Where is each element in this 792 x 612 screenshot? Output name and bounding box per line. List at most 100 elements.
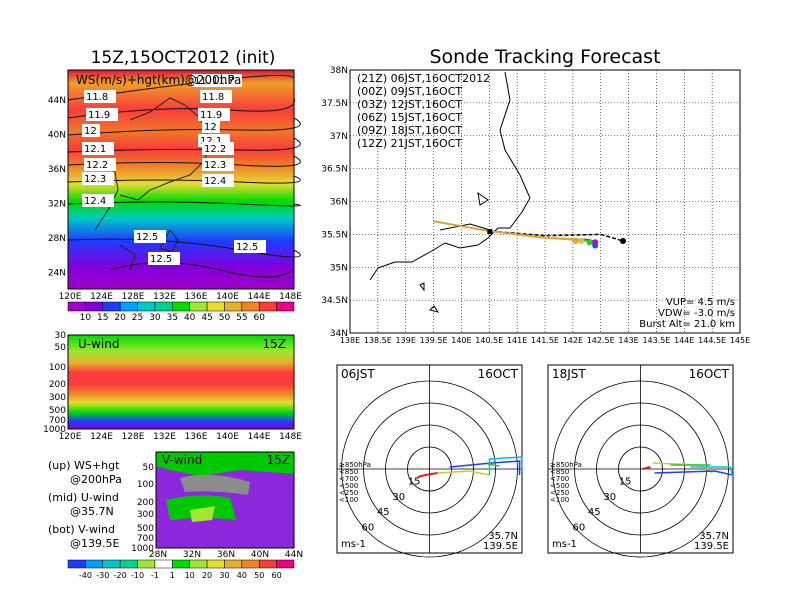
track-end-point bbox=[572, 237, 579, 244]
v-x-tick: 32N bbox=[183, 550, 201, 560]
track-lon-tick: 140E bbox=[451, 336, 471, 345]
contour-label-box bbox=[210, 74, 242, 87]
ring-label: 30 bbox=[603, 492, 616, 503]
lon-tick-label: 140E bbox=[216, 292, 239, 302]
contour-label-box bbox=[234, 240, 266, 253]
hodo-trace bbox=[642, 466, 651, 470]
colorbar-tick: 35 bbox=[167, 313, 178, 323]
lon-tick-label: 136E bbox=[185, 292, 208, 302]
wind-colorbar-tick: -30 bbox=[96, 571, 109, 580]
v-x-tick: 40N bbox=[251, 550, 269, 560]
ring-label: 30 bbox=[392, 492, 405, 503]
ring-label: 15 bbox=[619, 476, 632, 487]
u-y-tick: 50 bbox=[55, 343, 67, 353]
wind-colorbar-tick: 60 bbox=[272, 571, 282, 580]
level-legend: <100 bbox=[339, 496, 358, 504]
track-lat-tick: 34.5N bbox=[321, 296, 348, 306]
u-x-tick: 136E bbox=[185, 432, 208, 442]
hodo-trace bbox=[449, 460, 521, 475]
v-wind-label: V-wind bbox=[162, 453, 202, 467]
side-note-line2: @35.7N bbox=[70, 505, 114, 518]
track-lat-tick: 36N bbox=[330, 198, 348, 208]
lon-tick-label: 148E bbox=[279, 292, 302, 302]
ws-colorbar: 10 15 20 25 30 35 40 45 50 55 60 bbox=[67, 301, 295, 323]
level-legend: <250 bbox=[339, 489, 358, 497]
contour-label: 11.8 bbox=[202, 92, 224, 103]
contour-label: 12.2 bbox=[204, 144, 226, 155]
colorbar-swatch bbox=[119, 301, 138, 312]
wind-colorbar-swatch bbox=[85, 559, 104, 569]
contour-label: 12.5 bbox=[236, 242, 258, 253]
side-note-line2: @139.5E bbox=[70, 537, 119, 550]
level-legend: <250 bbox=[550, 489, 569, 497]
u-wind-time: 15Z bbox=[263, 337, 287, 351]
track-lines bbox=[433, 220, 626, 249]
u-y-tick: 500 bbox=[49, 406, 66, 416]
track-legend-entry: (21Z) 06JST,16OCT2012 bbox=[357, 72, 490, 85]
track-lat-tick: 37.5N bbox=[321, 99, 348, 109]
contour-label-box bbox=[82, 194, 114, 207]
ring-label: 45 bbox=[377, 507, 390, 518]
wind-colorbar-swatch bbox=[119, 559, 138, 569]
colorbar-swatch bbox=[137, 301, 156, 312]
level-legend: <850 bbox=[339, 468, 358, 476]
contour-label-box bbox=[202, 158, 234, 171]
track-lon-tick: 141.5E bbox=[531, 336, 559, 345]
side-note-line1: (mid) U-wind bbox=[48, 491, 119, 504]
contour-label: 11.9 bbox=[200, 110, 222, 121]
level-legend: ≥850hPa bbox=[339, 461, 371, 469]
wind-colorbar-swatch bbox=[276, 559, 295, 569]
track-lon-tick: 142E bbox=[563, 336, 583, 345]
colorbar-swatch bbox=[67, 301, 86, 312]
contour-label: 11.8 bbox=[86, 92, 108, 103]
hodograph-lat: 35.7N bbox=[699, 531, 729, 542]
lat-tick-label: 32N bbox=[48, 200, 66, 210]
wind-colorbar-tick: -20 bbox=[114, 571, 127, 580]
colorbar-tick: 15 bbox=[97, 313, 108, 323]
track-end-point bbox=[620, 237, 626, 244]
lat-tick-label: 36N bbox=[48, 165, 66, 175]
colorbar-swatch bbox=[85, 301, 104, 312]
u-y-tick: 100 bbox=[49, 363, 66, 373]
contour-label-box bbox=[134, 230, 166, 243]
track-lon-tick: 138E bbox=[340, 336, 360, 345]
side-note-line1: (up) WS+hgt bbox=[48, 459, 120, 472]
u-y-tick: 700 bbox=[49, 416, 66, 426]
v-y-tick: 50 bbox=[143, 463, 155, 473]
level-legend: <500 bbox=[339, 482, 358, 490]
wind-colorbar-swatch bbox=[154, 559, 173, 569]
colorbar-tick: 30 bbox=[149, 313, 161, 323]
v-y-tick: 100 bbox=[137, 480, 154, 490]
track-lat-tick: 37N bbox=[330, 132, 348, 142]
contour-label-box bbox=[148, 252, 180, 265]
contour-label-group: 11.611.711.8 11.811.9 11.912 1212.112.112.2… bbox=[82, 74, 266, 265]
contour-label: 11.7 bbox=[212, 76, 234, 87]
colorbar-swatch bbox=[241, 301, 260, 312]
v-x-tick: 36N bbox=[217, 550, 235, 560]
v-y-tick: 1000 bbox=[131, 544, 154, 554]
contour-label: 12 bbox=[84, 126, 97, 137]
contour-label: 11.6 bbox=[194, 76, 216, 87]
contour-label-box bbox=[84, 90, 116, 103]
main-title: Sonde Tracking Forecast bbox=[429, 46, 660, 68]
track-legend-entry: (09Z) 18JST,16OCT bbox=[357, 124, 462, 137]
wind-colorbar-swatch bbox=[258, 559, 277, 569]
colorbar-tick: 40 bbox=[184, 313, 196, 323]
track-lon-tick: 144.5E bbox=[698, 336, 726, 345]
track-lat-tick: 38N bbox=[330, 66, 348, 76]
wind-colorbar-tick: 10 bbox=[185, 571, 195, 580]
track-lat-tick: 34N bbox=[330, 329, 348, 339]
level-legend: <700 bbox=[550, 475, 569, 483]
track-lat-tick: 36.5N bbox=[321, 165, 348, 175]
colorbar-swatch bbox=[189, 301, 208, 312]
u-x-tick: 148E bbox=[279, 432, 302, 442]
colorbar-swatch bbox=[154, 301, 173, 312]
colorbar-tick: 60 bbox=[254, 313, 266, 323]
colorbar-swatch bbox=[206, 301, 225, 312]
level-legend: <100 bbox=[550, 496, 569, 504]
wind-colorbar-swatch bbox=[172, 559, 190, 569]
u-x-tick: 124E bbox=[90, 432, 113, 442]
u-x-tick: 140E bbox=[216, 432, 239, 442]
ring-label: 60 bbox=[362, 523, 375, 534]
contour-label: 11.9 bbox=[88, 110, 110, 121]
